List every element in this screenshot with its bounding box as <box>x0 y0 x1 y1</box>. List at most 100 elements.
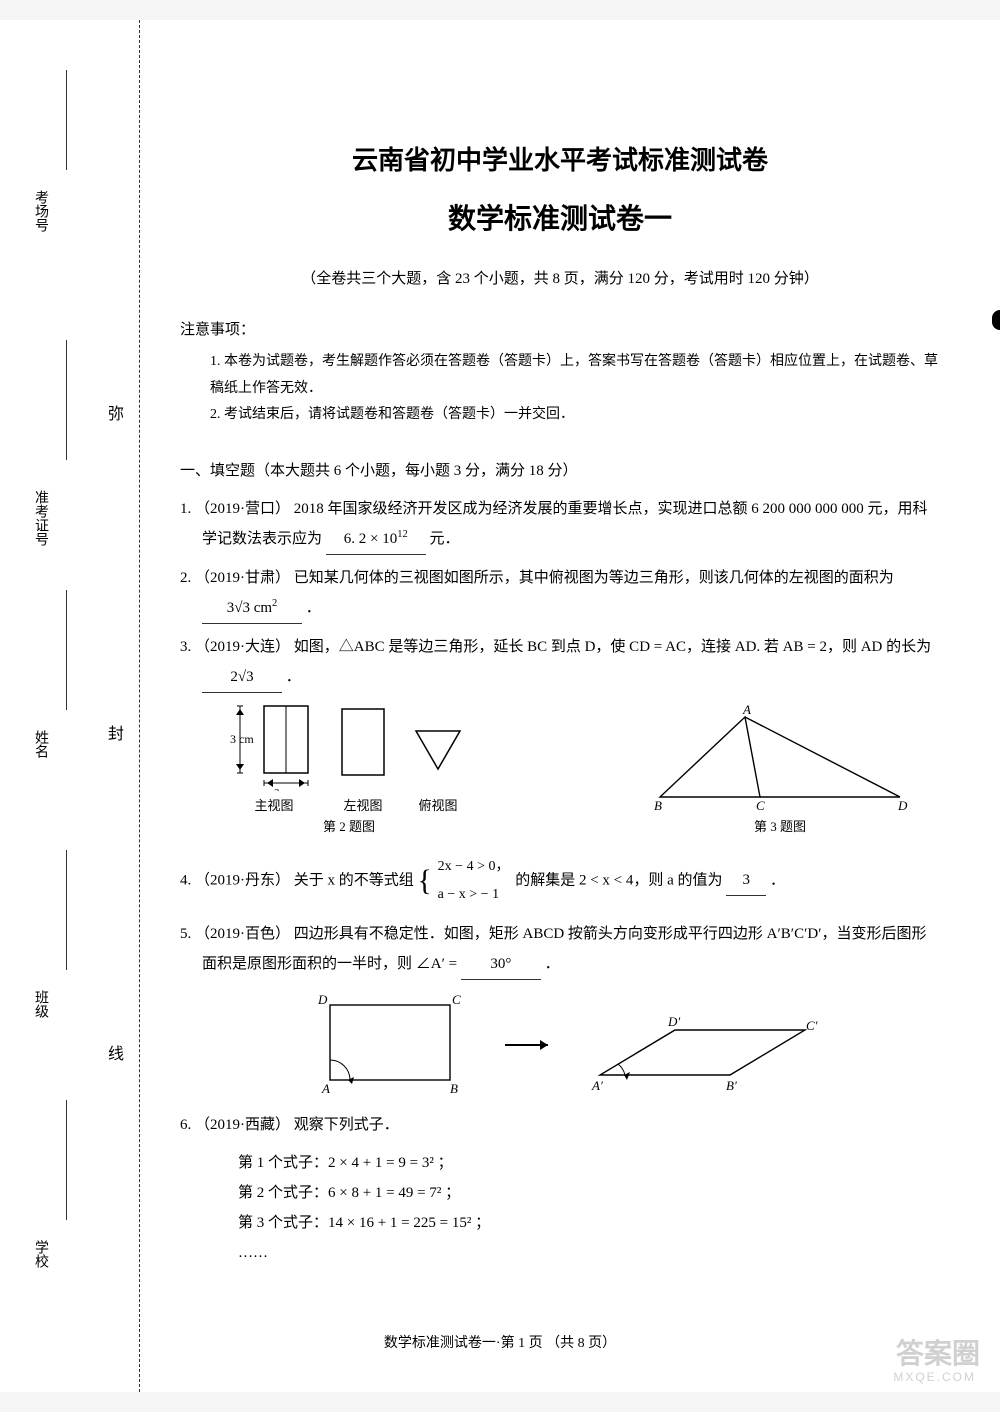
svg-text:A: A <box>742 702 751 717</box>
page-footer: 数学标准测试卷一·第 1 页 （共 8 页） <box>0 1332 1000 1352</box>
seal-char-1: 弥 <box>108 400 124 424</box>
answer-blank: 6. 2 × 1012 <box>326 524 426 555</box>
top-view-svg <box>408 701 468 791</box>
answer-blank: 3√3 cm2 <box>202 593 302 624</box>
q-num: 3. <box>180 639 191 655</box>
arrow-icon <box>500 1030 560 1060</box>
q6-line: 第 1 个式子：2 × 4 + 1 = 9 = 3² ； <box>180 1148 940 1178</box>
q-text: 关于 x 的不等式组 <box>294 872 414 888</box>
seal-char-2: 封 <box>108 720 124 744</box>
question-3: 3. （2019·大连） 如图，△ABC 是等边三角形，延长 BC 到点 D，使… <box>180 632 940 693</box>
q6-line: …… <box>180 1238 940 1268</box>
field-examid-label: 准考证号 <box>30 490 50 546</box>
q-tail: ． <box>286 669 301 685</box>
q-text: 已知某几何体的三视图如图所示，其中俯视图为等边三角形，则该几何体的左视图的面积为 <box>294 570 894 586</box>
q-tail: ． <box>545 956 560 972</box>
q-source: （2019·营口） <box>195 501 290 517</box>
figure-q3: A B C D 第 3 题图 <box>640 702 920 835</box>
field-class-line <box>60 850 67 970</box>
svg-text:C: C <box>452 992 461 1007</box>
field-name-line <box>60 590 67 710</box>
scan-edge-mark <box>992 310 1000 330</box>
inequality-system: 2x − 4 > 0， a − x > − 1 <box>436 853 512 909</box>
figures-row-q2-q3: 3 cm 2 cm 主视图 <box>180 701 940 835</box>
svg-text:D′: D′ <box>667 1014 680 1029</box>
svg-text:D: D <box>317 992 328 1007</box>
q-source: （2019·甘肃） <box>195 570 290 586</box>
svg-text:A′: A′ <box>591 1078 603 1093</box>
figure-caption: 左视图 <box>343 795 382 814</box>
notice-title: 注意事项： <box>180 318 940 339</box>
figure-top-view: 俯视图 <box>408 701 468 814</box>
brace-icon: { <box>418 851 432 911</box>
q-source: （2019·大连） <box>195 639 290 655</box>
notice-item: 2. 考试结束后，请将试题卷和答题卷（答题卡）一并交回． <box>210 402 940 429</box>
q-num: 1. <box>180 501 191 517</box>
question-6: 6. （2019·西藏） 观察下列式子． <box>180 1110 940 1140</box>
q-tail: ． <box>306 600 321 616</box>
answer-blank: 2√3 <box>202 662 282 693</box>
q-text: 观察下列式子． <box>294 1117 399 1133</box>
watermark-main: 答案圈 <box>896 1332 980 1372</box>
q-tail: ． <box>770 872 785 888</box>
q-num: 6. <box>180 1117 191 1133</box>
question-2: 2. （2019·甘肃） 已知某几何体的三视图如图所示，其中俯视图为等边三角形，… <box>180 563 940 624</box>
field-school-line <box>60 1100 67 1220</box>
binding-margin: 学校 班级 姓名 准考证号 考场号 弥 封 线 <box>0 20 140 1392</box>
svg-text:3 cm: 3 cm <box>230 732 254 746</box>
figure-left-view: 左视图 <box>336 701 390 814</box>
exam-page: 学校 班级 姓名 准考证号 考场号 弥 封 线 云南省初中学业水平考试标准测试卷… <box>0 20 1000 1392</box>
watermark-sub: MXQE.COM <box>893 1370 976 1384</box>
answer-blank: 30° <box>461 949 541 980</box>
field-room-label: 考场号 <box>30 190 50 232</box>
q-text: 的解集是 2 < x < 4，则 a 的值为 <box>515 872 722 888</box>
q6-line: 第 3 个式子：14 × 16 + 1 = 225 = 15² ； <box>180 1208 940 1238</box>
q5-rect-svg: D C A B <box>300 990 470 1100</box>
left-view-svg <box>336 701 390 791</box>
q-text: 2018 年国家级经济开发区成为经济发展的重要增长点，实现进口总额 6 200 … <box>202 501 928 547</box>
question-5: 5. （2019·百色） 四边形具有不稳定性．如图，矩形 ABCD 按箭头方向变… <box>180 919 940 980</box>
figure-caption: 主视图 <box>254 795 293 814</box>
field-name-label: 姓名 <box>30 730 50 758</box>
q6-line: 第 2 个式子：6 × 8 + 1 = 49 = 7² ； <box>180 1178 940 1208</box>
q-source: （2019·西藏） <box>195 1117 290 1133</box>
svg-text:B: B <box>450 1081 458 1096</box>
sub-title: 数学标准测试卷一 <box>180 197 940 237</box>
answer-blank: 3 <box>726 865 766 896</box>
figure-main-view: 3 cm 2 cm 主视图 <box>230 701 318 814</box>
notice-list: 1. 本卷为试题卷，考生解题作答必须在答题卷（答题卡）上，答案书写在答题卷（答题… <box>180 349 940 429</box>
figure-caption: 第 3 题图 <box>754 816 806 835</box>
question-4: 4. （2019·丹东） 关于 x 的不等式组 { 2x − 4 > 0， a … <box>180 851 940 911</box>
figure-group-caption: 第 2 题图 <box>230 816 468 835</box>
q-tail: 元． <box>430 531 460 547</box>
q-source: （2019·百色） <box>195 926 290 942</box>
exam-info: （全卷共三个大题，含 23 个小题，共 8 页，满分 120 分，考试用时 12… <box>180 267 940 288</box>
q-num: 5. <box>180 926 191 942</box>
figure-caption: 俯视图 <box>418 795 457 814</box>
svg-text:D: D <box>897 798 908 812</box>
q-text: 如图，△ABC 是等边三角形，延长 BC 到点 D，使 CD = AC，连接 A… <box>294 639 931 655</box>
field-examid-line <box>60 340 67 460</box>
notice-item: 1. 本卷为试题卷，考生解题作答必须在答题卷（答题卡）上，答案书写在答题卷（答题… <box>210 349 940 402</box>
field-class-label: 班级 <box>30 990 50 1018</box>
q-source: （2019·丹东） <box>195 872 290 888</box>
figure-group-q2: 3 cm 2 cm 主视图 <box>230 701 468 814</box>
svg-text:B: B <box>654 798 662 812</box>
svg-text:B′: B′ <box>726 1078 737 1093</box>
figures-row-q5: D C A B D′ C′ A′ B′ <box>180 990 940 1100</box>
svg-text:A: A <box>321 1081 330 1096</box>
question-1: 1. （2019·营口） 2018 年国家级经济开发区成为经济发展的重要增长点，… <box>180 494 940 555</box>
main-view-svg: 3 cm 2 cm <box>230 701 318 791</box>
field-school-label: 学校 <box>30 1240 50 1268</box>
section-title: 一、填空题（本大题共 6 个小题，每小题 3 分，满分 18 分） <box>180 459 940 480</box>
q3-triangle-svg: A B C D <box>640 702 920 812</box>
q-text: 四边形具有不稳定性．如图，矩形 ABCD 按箭头方向变形成平行四边形 A′B′C… <box>202 926 926 972</box>
svg-text:2 cm: 2 cm <box>274 787 296 791</box>
q-num: 2. <box>180 570 191 586</box>
q-num: 4. <box>180 872 191 888</box>
svg-text:C′: C′ <box>806 1018 818 1033</box>
main-title: 云南省初中学业水平考试标准测试卷 <box>180 140 940 177</box>
content-area: 云南省初中学业水平考试标准测试卷 数学标准测试卷一 （全卷共三个大题，含 23 … <box>140 20 1000 1392</box>
seal-char-3: 线 <box>108 1040 124 1064</box>
svg-text:C: C <box>756 798 765 812</box>
